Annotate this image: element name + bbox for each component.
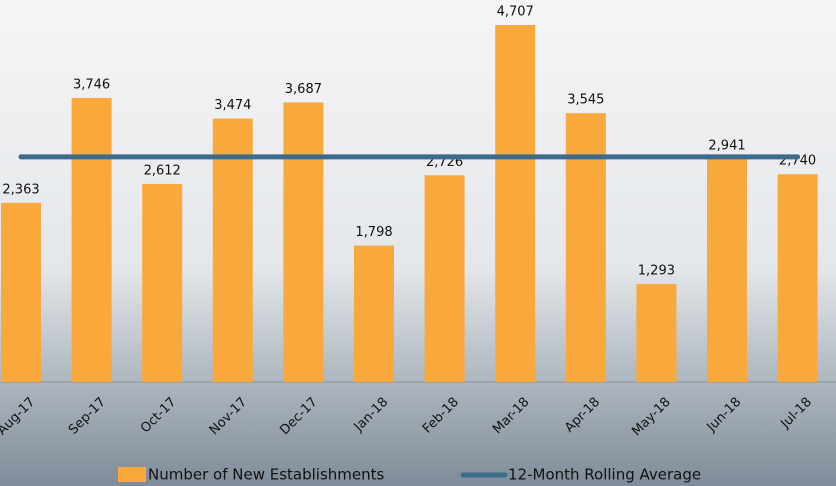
data-label: 2,363 xyxy=(2,182,39,197)
legend-label: Number of New Establishments xyxy=(148,466,385,484)
bar xyxy=(142,183,183,382)
bar xyxy=(283,102,324,382)
bar xyxy=(707,158,747,382)
data-label: 2,941 xyxy=(708,138,745,153)
data-label: 3,474 xyxy=(214,98,251,113)
data-label: 2,612 xyxy=(144,163,181,178)
bar xyxy=(354,245,394,382)
bar xyxy=(495,25,536,383)
bar xyxy=(565,113,606,382)
bar xyxy=(636,283,677,382)
bar xyxy=(71,97,112,382)
bar xyxy=(212,118,253,383)
data-label: 1,798 xyxy=(355,225,392,240)
legend-swatch xyxy=(118,467,146,482)
data-label: 1,293 xyxy=(638,263,675,278)
data-label: 3,746 xyxy=(73,77,110,92)
bar xyxy=(777,174,818,382)
data-label: 4,707 xyxy=(497,5,534,20)
bar xyxy=(0,202,41,382)
bar xyxy=(424,175,465,382)
legend-label: 12-Month Rolling Average xyxy=(508,466,701,484)
data-label: 3,545 xyxy=(567,93,604,108)
data-label: 3,687 xyxy=(285,82,322,97)
